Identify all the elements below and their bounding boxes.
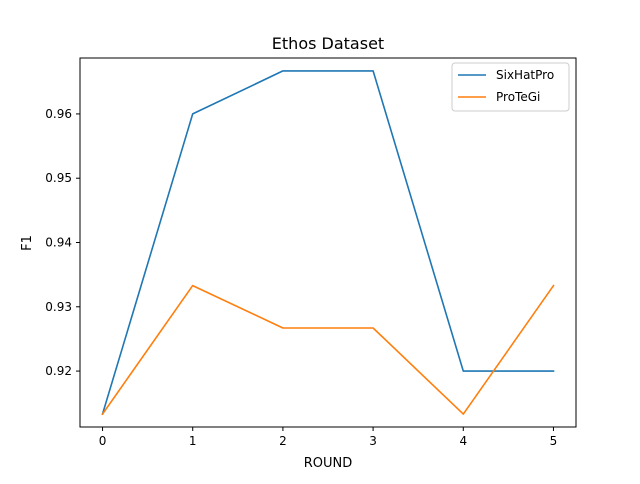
legend-label: SixHatPro [496,68,554,82]
series-line-protegi [101,284,555,416]
x-tick-label: 5 [550,434,558,448]
y-tick-label: 0.92 [45,364,72,378]
x-axis-label: ROUND [304,456,353,471]
legend-label: ProTeGi [496,90,540,104]
y-tick-label: 0.95 [45,171,72,185]
y-tick-label: 0.96 [45,107,72,121]
y-tick-label: 0.94 [45,236,72,250]
y-axis-label: F1 [20,235,35,251]
chart-title: Ethos Dataset [272,34,384,53]
y-axis-ticks: 0.92 0.93 0.94 0.95 0.96 [45,107,80,378]
x-axis-ticks: 0 1 2 3 4 5 [99,427,558,448]
plot-area-frame [79,57,577,428]
x-tick-label: 4 [459,434,467,448]
x-tick-label: 3 [369,434,377,448]
y-tick-label: 0.93 [45,300,72,314]
x-tick-label: 0 [99,434,107,448]
x-tick-label: 2 [279,434,287,448]
series-layer [101,70,555,416]
x-tick-label: 1 [189,434,197,448]
series-line-sixhatpro [101,70,555,416]
legend: SixHatPro ProTeGi [451,62,570,112]
